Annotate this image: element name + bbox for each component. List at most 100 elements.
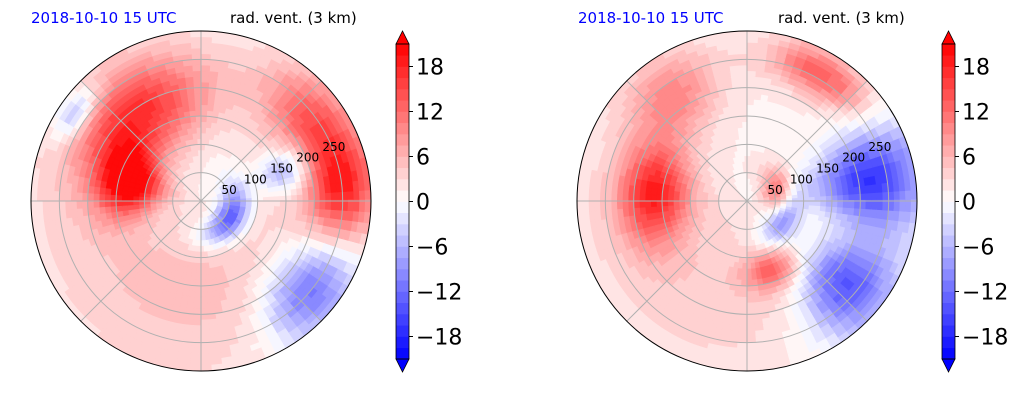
field-cell — [53, 191, 60, 203]
grid-spoke — [200, 200, 322, 322]
colorbar-tick-label: −18 — [416, 326, 462, 351]
field-cell — [325, 199, 332, 210]
colorbar-tick-label: 18 — [416, 56, 444, 81]
field-cell — [353, 189, 360, 202]
field-cell — [200, 358, 214, 366]
radial-tick-label: 200 — [296, 151, 319, 165]
field-cell — [47, 190, 55, 203]
field-cell — [59, 191, 66, 203]
polar-panel-left: 2018-10-10 15 UTC rad. vent. (3 km) 50 10… — [30, 9, 462, 373]
colorbar-level — [396, 291, 409, 304]
field-cell — [347, 199, 355, 212]
colorbar-level — [396, 122, 409, 135]
field-cell — [191, 336, 203, 343]
colorbar-level — [396, 167, 409, 180]
grid-spoke — [80, 200, 202, 322]
colorbar-level — [396, 235, 409, 247]
colorbar-tick-label: −6 — [416, 236, 448, 261]
field-cell — [200, 364, 214, 371]
colorbar-level — [396, 100, 409, 112]
colorbar-level — [396, 190, 409, 202]
radial-tick-label: 250 — [322, 140, 345, 154]
polar-panel-right: 2018-10-10 15 UTC rad. vent. (3 km) 5010… — [576, 9, 1008, 373]
colorbar-level — [396, 325, 409, 337]
field-cell — [70, 192, 77, 203]
field-cell — [199, 70, 210, 77]
colorbar-level — [396, 269, 409, 281]
colorbar-left: −18 −12 −6 0 6 12 18 — [395, 30, 462, 373]
field-cell — [192, 325, 203, 332]
field-cell — [31, 189, 38, 203]
field-cell — [330, 199, 338, 211]
field-cell — [188, 31, 202, 38]
field-cell — [190, 353, 203, 360]
colorbar-level — [396, 66, 409, 79]
field-cell — [199, 59, 211, 66]
field-cell — [199, 31, 213, 38]
colorbar-level — [396, 156, 409, 169]
colorbar-level — [396, 77, 409, 90]
field-cell — [353, 199, 360, 212]
polar-grid-left — [31, 31, 371, 371]
colorbar-level — [396, 314, 409, 326]
field-cell — [190, 347, 203, 355]
field-cell — [199, 36, 213, 43]
grid-spoke — [200, 80, 322, 202]
panel-right-title-variable: rad. vent. (3 km) — [778, 9, 905, 27]
colorbar-level — [396, 347, 409, 360]
colorbar-level — [396, 44, 409, 56]
panel-left-title-variable: rad. vent. (3 km) — [230, 9, 357, 27]
colorbar-tick-label: 12 — [416, 101, 444, 126]
field-cell — [191, 342, 203, 349]
field-cell — [191, 330, 203, 338]
field-cell — [200, 353, 213, 360]
field-cell — [358, 188, 366, 202]
colorbar-extend-min — [395, 358, 410, 373]
colorbar-level — [396, 302, 409, 315]
colorbar-level — [396, 179, 409, 191]
colorbar-level — [396, 246, 409, 259]
field-cell — [359, 199, 366, 213]
field-cell — [31, 200, 38, 214]
colorbar-level — [396, 111, 409, 124]
field-cell — [199, 53, 211, 60]
field-cell — [188, 36, 202, 44]
field-cell — [364, 188, 371, 202]
field-cell — [36, 200, 44, 214]
colorbar-level — [396, 336, 409, 349]
radial-tick-label: 50 — [222, 183, 237, 197]
field-cell — [199, 64, 211, 72]
colorbar-level — [396, 145, 409, 157]
colorbar-level — [396, 257, 409, 270]
colorbar-level — [396, 89, 409, 101]
panel-left-title-date: 2018-10-10 15 UTC — [31, 9, 177, 27]
field-cell — [36, 189, 43, 203]
colorbar-level — [396, 55, 409, 67]
field-cell — [189, 42, 202, 49]
field-cell — [42, 200, 49, 213]
colorbar-tick-label: 6 — [416, 146, 430, 171]
panel-right-title-date: 2018-10-10 15 UTC — [578, 9, 724, 27]
colorbar-level — [396, 280, 409, 292]
field-cell — [64, 191, 72, 203]
colorbar-extend-max — [395, 30, 410, 45]
field-cell — [364, 199, 371, 213]
field-cell — [336, 199, 343, 211]
colorbar-tick-label: −12 — [416, 281, 462, 306]
field-cell — [42, 190, 49, 203]
velocity-field-right — [577, 31, 917, 371]
grid-spoke — [80, 80, 202, 202]
field-cell — [199, 47, 212, 55]
field-cell — [189, 364, 203, 371]
colorbar-level — [396, 224, 409, 236]
colorbar-tick-label: 0 — [416, 191, 430, 216]
field-cell — [342, 199, 349, 211]
radial-tick-label: 150 — [270, 161, 293, 175]
field-cell — [199, 42, 212, 49]
field-cell — [189, 359, 203, 366]
radial-tick-label: 100 — [244, 172, 267, 186]
colorbar-level — [396, 201, 409, 214]
polar-boundary-left — [30, 30, 372, 372]
